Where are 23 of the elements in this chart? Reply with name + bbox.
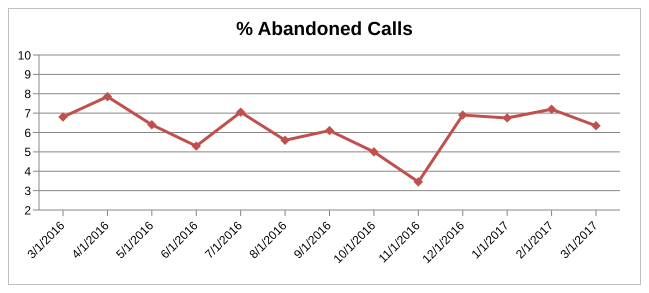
- y-tick-label: 6: [24, 126, 32, 140]
- y-tick-label: 7: [24, 106, 32, 120]
- point: [280, 136, 290, 145]
- point: [547, 104, 556, 114]
- y-tick-label: 4: [24, 164, 32, 179]
- y-tick-label: 5: [24, 145, 32, 160]
- point: [192, 142, 201, 151]
- y-tick-label: 9: [24, 68, 32, 82]
- y-tick-label: 10: [18, 48, 32, 62]
- point: [369, 147, 378, 156]
- y-tick-label: 8: [24, 87, 32, 102]
- point: [102, 92, 112, 102]
- y-tick-label: 2: [24, 203, 32, 218]
- point: [236, 108, 246, 117]
- point: [592, 121, 600, 130]
- chart-title: % Abandoned Calls: [235, 18, 414, 42]
- y-tick-label: 3: [24, 184, 32, 198]
- point: [502, 113, 512, 122]
- point: [458, 110, 468, 120]
- point: [147, 120, 156, 130]
- point: [58, 112, 68, 122]
- point: [414, 177, 423, 186]
- point: [325, 126, 334, 136]
